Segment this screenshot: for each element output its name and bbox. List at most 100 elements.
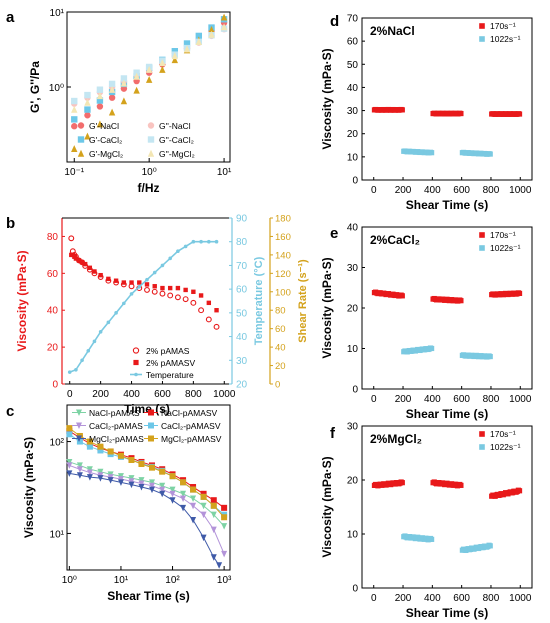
x-axis-label: Shear Time (s) [406, 407, 488, 421]
data-point [151, 288, 158, 295]
data-point [169, 486, 176, 494]
legend-marker [77, 149, 85, 157]
x-axis-label: Shear Time (s) [406, 606, 488, 620]
legend-marker [77, 136, 85, 143]
data-point [86, 466, 93, 473]
data-point [152, 284, 157, 289]
data-point [138, 484, 145, 491]
data-point [152, 270, 157, 275]
data-point [169, 473, 176, 480]
y-tick-label: 40 [347, 83, 359, 94]
data-point [113, 278, 119, 283]
x-tick-label: 800 [483, 394, 500, 405]
y-tick-label: 30 [347, 106, 359, 117]
data-point [399, 293, 405, 299]
data-point [129, 292, 134, 296]
data-point [96, 103, 104, 110]
data-point [176, 249, 180, 253]
data-point [208, 26, 215, 33]
data-point [80, 358, 84, 363]
legend-marker [148, 435, 154, 442]
data-point [145, 66, 153, 73]
plot-frame-d [361, 17, 533, 181]
y2-tick-label: 80 [236, 237, 248, 248]
data-point [221, 504, 228, 511]
data-point [213, 323, 220, 330]
data-point [76, 466, 83, 473]
y-tick-label: 10² [50, 438, 65, 449]
data-point [117, 479, 124, 486]
data-point [84, 106, 91, 113]
x-tick-label: 1000 [509, 394, 532, 405]
data-point [86, 349, 91, 353]
x-tick-label: 10² [165, 575, 180, 586]
data-point [174, 294, 181, 301]
y3-axis-label: Shear Rate (s⁻¹) [297, 259, 309, 343]
x-tick-label: 1000 [509, 185, 532, 196]
data-point [458, 110, 464, 117]
data-point [216, 562, 223, 569]
data-point [399, 480, 405, 486]
data-point [133, 86, 140, 94]
legend-label: 170s⁻¹ [490, 429, 516, 439]
y-tick-label: 20 [347, 476, 359, 487]
legend-label: NaCl-pAMASV [161, 408, 218, 418]
legend-marker [76, 422, 82, 429]
y-axis-label: Viscosity (mPa·S) [320, 48, 334, 149]
y2-tick-label: 50 [236, 308, 248, 319]
y-tick-label: 80 [47, 232, 59, 243]
data-point [71, 116, 78, 123]
data-point [66, 470, 73, 477]
data-point [84, 98, 91, 106]
legend-marker [148, 422, 154, 429]
data-point [210, 526, 217, 534]
x-tick-label: 10⁻¹ [64, 167, 84, 178]
data-point [138, 477, 145, 484]
data-point [487, 151, 493, 157]
legend-label: CaCl₂-pAMAS [89, 421, 143, 431]
data-point [190, 486, 197, 493]
data-point [68, 235, 75, 242]
y-tick-label: 10⁰ [49, 83, 64, 94]
panel-label-d: d [330, 13, 339, 30]
data-point [120, 75, 128, 82]
data-point [429, 345, 435, 352]
data-point [107, 477, 114, 484]
y3-tick-label: 0 [275, 380, 280, 391]
data-point [190, 517, 197, 524]
x-tick-label: 400 [123, 389, 140, 400]
legend-marker [479, 245, 485, 251]
data-point [210, 554, 217, 561]
legend-label: G''-CaCl₂ [159, 135, 194, 145]
data-point [487, 543, 493, 549]
y-tick-label: 10¹ [50, 529, 65, 540]
data-point [190, 299, 197, 306]
data-point [92, 339, 97, 344]
legend-marker [479, 232, 485, 238]
data-point [198, 307, 205, 314]
data-point [210, 502, 217, 509]
y-tick-label: 60 [47, 269, 59, 280]
data-point [159, 482, 166, 490]
data-point [71, 97, 78, 105]
data-point [97, 475, 104, 482]
y2-tick-label: 60 [236, 285, 248, 296]
y2-axis-label: Temperature (°C) [253, 256, 265, 345]
data-point [71, 145, 78, 152]
y-tick-label: 60 [347, 37, 359, 48]
data-point [149, 486, 156, 494]
y3-tick-label: 20 [275, 361, 286, 372]
y2-tick-label: 20 [236, 380, 248, 391]
x-tick-label: 10¹ [114, 575, 129, 586]
data-point [82, 261, 88, 267]
y-axis-label: Viscosity (mPa·S) [320, 257, 334, 358]
legend-label: G''-MgCl₂ [159, 149, 195, 159]
panel-label-a: a [6, 9, 15, 26]
data-point [133, 72, 140, 80]
x-tick-label: 0 [371, 394, 377, 405]
x-tick-label: 200 [395, 394, 412, 405]
panel-annotation: 2%CaCl₂ [370, 233, 420, 247]
data-point [66, 458, 73, 466]
legend-label: 1022s⁻¹ [490, 34, 521, 44]
legend-label: G'-NaCl [89, 121, 119, 131]
